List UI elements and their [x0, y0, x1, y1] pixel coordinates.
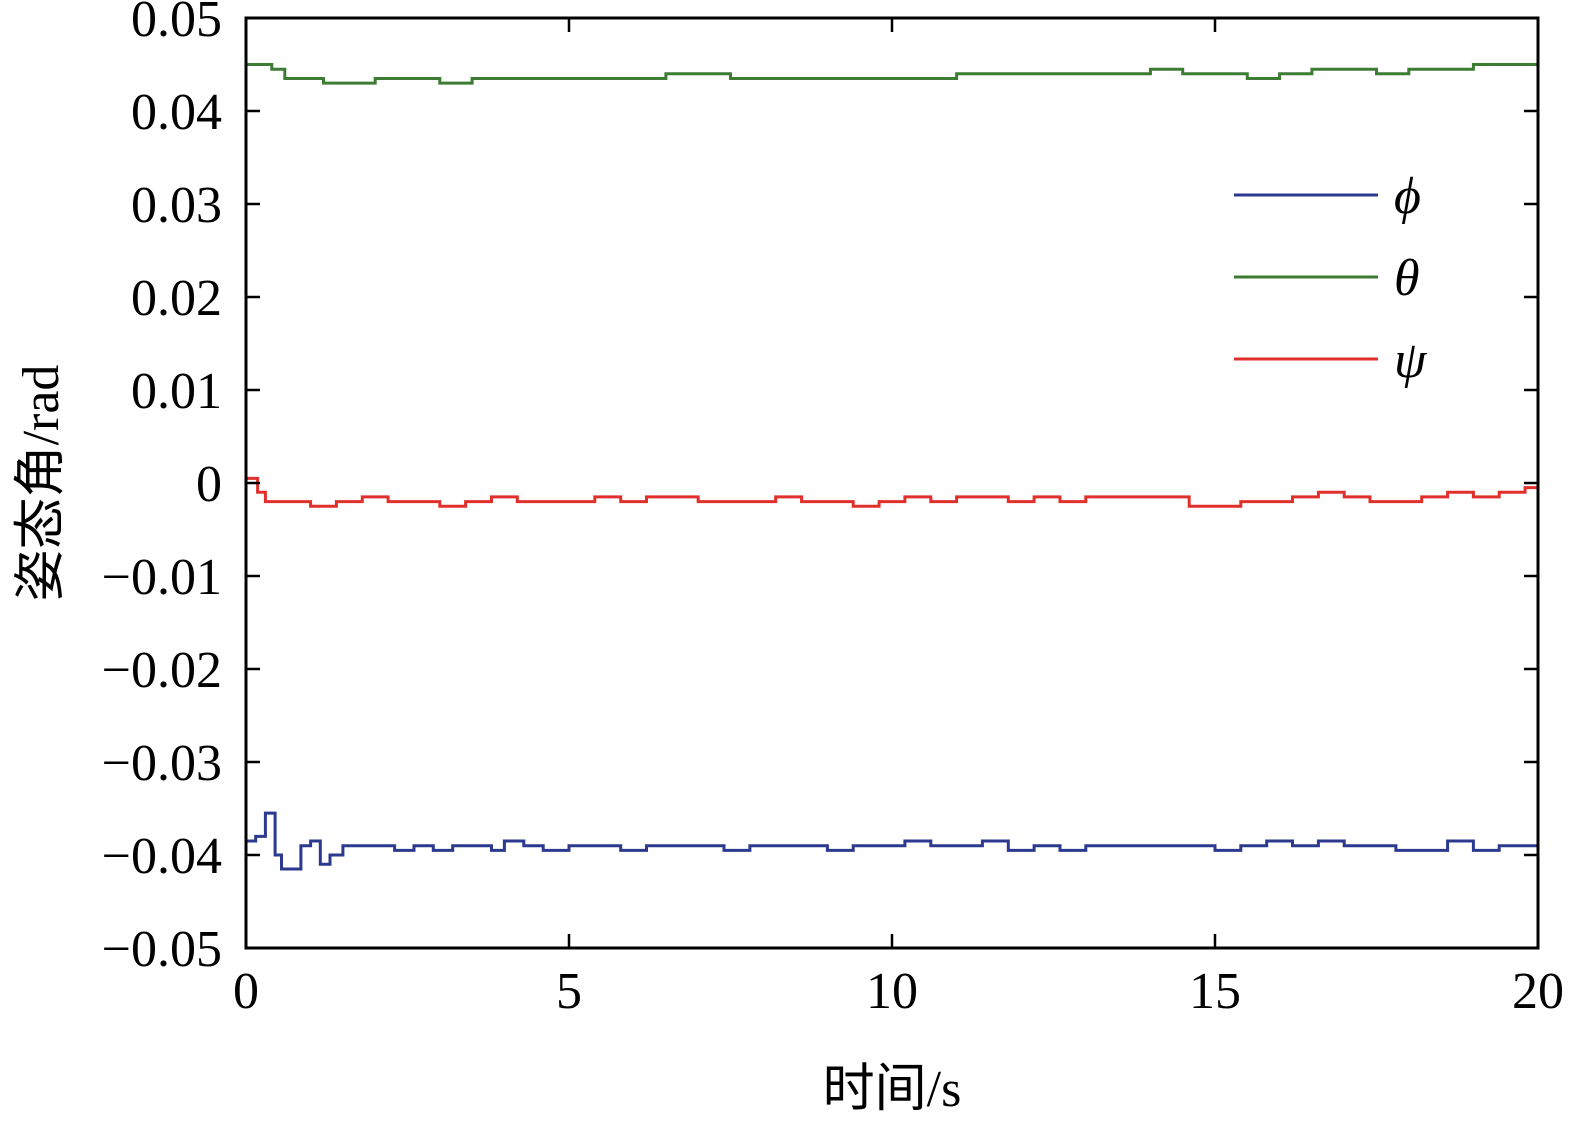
y-tick-label: 0.04 — [131, 84, 222, 141]
series-line-1 — [246, 811, 1538, 871]
x-tick-label: 15 — [1189, 963, 1241, 1020]
legend-label: θ — [1394, 250, 1420, 307]
y-tick-label: −0.04 — [102, 828, 222, 885]
x-tick-label: 5 — [556, 963, 582, 1020]
y-tick-label: 0.03 — [131, 177, 222, 234]
series-line-2 — [246, 63, 1538, 85]
y-tick-label: 0.01 — [131, 363, 222, 420]
y-tick-label: 0.05 — [131, 0, 222, 48]
x-tick-label: 20 — [1512, 963, 1564, 1020]
y-tick-label: −0.01 — [102, 549, 222, 606]
y-tick-label: −0.03 — [102, 735, 222, 792]
x-tick-label: 10 — [866, 963, 918, 1020]
legend-label: ϕ — [1394, 168, 1421, 225]
legend-label: ψ — [1394, 332, 1428, 389]
y-tick-label: −0.02 — [102, 642, 222, 699]
series-layer — [246, 63, 1538, 871]
x-axis: 0 5 10 15 20 — [233, 18, 1564, 1020]
x-tick-label: 0 — [233, 963, 259, 1020]
y-tick-label: 0 — [196, 456, 222, 513]
series-line-3 — [246, 476, 1538, 508]
y-axis-title: 姿态角/rad — [13, 365, 70, 602]
y-tick-label: 0.02 — [131, 270, 222, 327]
y-tick-label: −0.05 — [102, 921, 222, 978]
y-axis: 0.05 0.04 0.03 0.02 0.01 0 −0.01 −0.02 −0.03 −0.0… — [102, 0, 1538, 978]
x-axis-title: 时间/s — [823, 1061, 962, 1118]
legend: ϕθψ — [1234, 168, 1428, 389]
